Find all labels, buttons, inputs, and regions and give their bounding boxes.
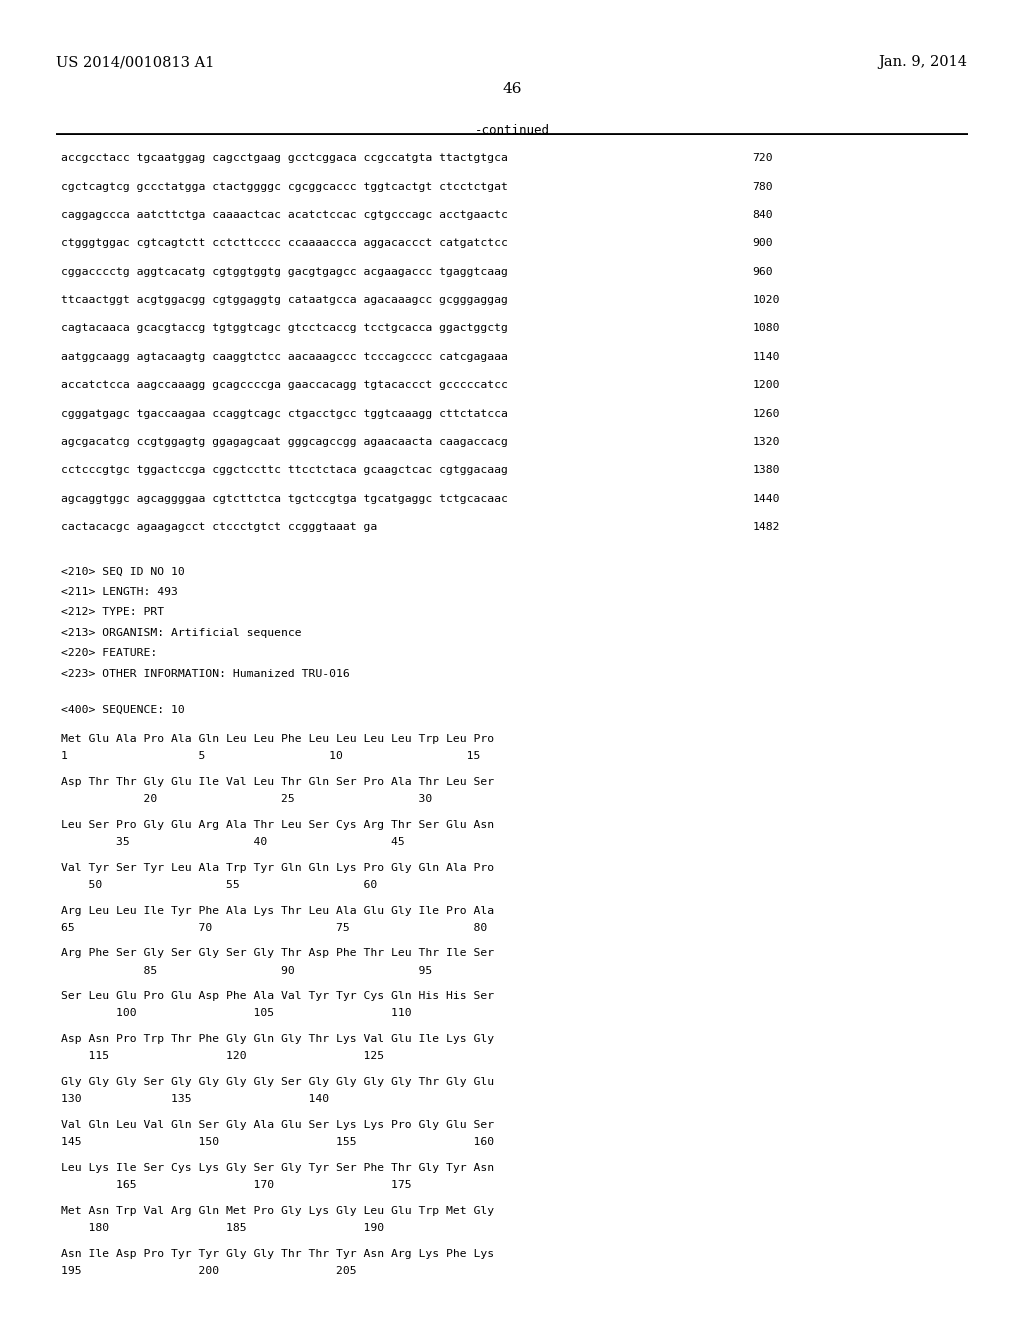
Text: Asn Ile Asp Pro Tyr Tyr Gly Gly Thr Thr Tyr Asn Arg Lys Phe Lys: Asn Ile Asp Pro Tyr Tyr Gly Gly Thr Thr … (61, 1249, 495, 1259)
Text: cgggatgagc tgaccaagaa ccaggtcagc ctgacctgcc tggtcaaagg cttctatcca: cgggatgagc tgaccaagaa ccaggtcagc ctgacct… (61, 409, 508, 418)
Text: 1260: 1260 (753, 409, 780, 418)
Text: accatctcca aagccaaagg gcagccccga gaaccacagg tgtacaccct gcccccatcc: accatctcca aagccaaagg gcagccccga gaaccac… (61, 380, 508, 391)
Text: Met Asn Trp Val Arg Gln Met Pro Gly Lys Gly Leu Glu Trp Met Gly: Met Asn Trp Val Arg Gln Met Pro Gly Lys … (61, 1206, 495, 1216)
Text: cctcccgtgc tggactccga cggctccttc ttcctctaca gcaagctcac cgtggacaag: cctcccgtgc tggactccga cggctccttc ttcctct… (61, 466, 508, 475)
Text: <213> ORGANISM: Artificial sequence: <213> ORGANISM: Artificial sequence (61, 628, 302, 638)
Text: <400> SEQUENCE: 10: <400> SEQUENCE: 10 (61, 705, 185, 715)
Text: 1380: 1380 (753, 466, 780, 475)
Text: 180                 185                 190: 180 185 190 (61, 1222, 385, 1233)
Text: 100                 105                 110: 100 105 110 (61, 1008, 412, 1019)
Text: Jan. 9, 2014: Jan. 9, 2014 (879, 55, 968, 70)
Text: Gly Gly Gly Ser Gly Gly Gly Gly Ser Gly Gly Gly Gly Thr Gly Glu: Gly Gly Gly Ser Gly Gly Gly Gly Ser Gly … (61, 1077, 495, 1088)
Text: <223> OTHER INFORMATION: Humanized TRU-016: <223> OTHER INFORMATION: Humanized TRU-0… (61, 668, 350, 678)
Text: 1020: 1020 (753, 296, 780, 305)
Text: ctgggtggac cgtcagtctt cctcttcccc ccaaaaccca aggacaccct catgatctcc: ctgggtggac cgtcagtctt cctcttcccc ccaaaac… (61, 238, 508, 248)
Text: Leu Lys Ile Ser Cys Lys Gly Ser Gly Tyr Ser Phe Thr Gly Tyr Asn: Leu Lys Ile Ser Cys Lys Gly Ser Gly Tyr … (61, 1163, 495, 1173)
Text: 46: 46 (502, 82, 522, 96)
Text: 130             135                 140: 130 135 140 (61, 1094, 330, 1105)
Text: Ser Leu Glu Pro Glu Asp Phe Ala Val Tyr Tyr Cys Gln His His Ser: Ser Leu Glu Pro Glu Asp Phe Ala Val Tyr … (61, 991, 495, 1002)
Text: 1320: 1320 (753, 437, 780, 447)
Text: 35                  40                  45: 35 40 45 (61, 837, 406, 847)
Text: cactacacgc agaagagcct ctccctgtct ccgggtaaat ga: cactacacgc agaagagcct ctccctgtct ccgggta… (61, 521, 378, 532)
Text: agcgacatcg ccgtggagtg ggagagcaat gggcagccgg agaacaacta caagaccacg: agcgacatcg ccgtggagtg ggagagcaat gggcagc… (61, 437, 508, 447)
Text: 1140: 1140 (753, 351, 780, 362)
Text: 20                  25                  30: 20 25 30 (61, 795, 433, 804)
Text: Met Glu Ala Pro Ala Gln Leu Leu Phe Leu Leu Leu Leu Trp Leu Pro: Met Glu Ala Pro Ala Gln Leu Leu Phe Leu … (61, 734, 495, 744)
Text: 960: 960 (753, 267, 773, 277)
Text: Leu Ser Pro Gly Glu Arg Ala Thr Leu Ser Cys Arg Thr Ser Glu Asn: Leu Ser Pro Gly Glu Arg Ala Thr Leu Ser … (61, 820, 495, 830)
Text: 115                 120                 125: 115 120 125 (61, 1051, 385, 1061)
Text: <210> SEQ ID NO 10: <210> SEQ ID NO 10 (61, 566, 185, 577)
Text: Asp Thr Thr Gly Glu Ile Val Leu Thr Gln Ser Pro Ala Thr Leu Ser: Asp Thr Thr Gly Glu Ile Val Leu Thr Gln … (61, 776, 495, 787)
Text: 165                 170                 175: 165 170 175 (61, 1180, 412, 1191)
Text: cggacccctg aggtcacatg cgtggtggtg gacgtgagcc acgaagaccc tgaggtcaag: cggacccctg aggtcacatg cgtggtggtg gacgtga… (61, 267, 508, 277)
Text: US 2014/0010813 A1: US 2014/0010813 A1 (56, 55, 215, 70)
Text: 900: 900 (753, 238, 773, 248)
Text: 1482: 1482 (753, 521, 780, 532)
Text: Arg Phe Ser Gly Ser Gly Ser Gly Thr Asp Phe Thr Leu Thr Ile Ser: Arg Phe Ser Gly Ser Gly Ser Gly Thr Asp … (61, 948, 495, 958)
Text: 195                 200                 205: 195 200 205 (61, 1266, 357, 1276)
Text: <211> LENGTH: 493: <211> LENGTH: 493 (61, 586, 178, 597)
Text: 1                   5                  10                  15: 1 5 10 15 (61, 751, 481, 762)
Text: aatggcaagg agtacaagtg caaggtctcc aacaaagccc tcccagcccc catcgagaaa: aatggcaagg agtacaagtg caaggtctcc aacaaag… (61, 351, 508, 362)
Text: caggagccca aatcttctga caaaactcac acatctccac cgtgcccagc acctgaactc: caggagccca aatcttctga caaaactcac acatctc… (61, 210, 508, 220)
Text: Arg Leu Leu Ile Tyr Phe Ala Lys Thr Leu Ala Glu Gly Ile Pro Ala: Arg Leu Leu Ile Tyr Phe Ala Lys Thr Leu … (61, 906, 495, 916)
Text: 50                  55                  60: 50 55 60 (61, 879, 378, 890)
Text: 1440: 1440 (753, 494, 780, 504)
Text: -continued: -continued (474, 124, 550, 137)
Text: 780: 780 (753, 181, 773, 191)
Text: accgcctacc tgcaatggag cagcctgaag gcctcggaca ccgccatgta ttactgtgca: accgcctacc tgcaatggag cagcctgaag gcctcgg… (61, 153, 508, 164)
Text: cgctcagtcg gccctatgga ctactggggc cgcggcaccc tggtcactgt ctcctctgat: cgctcagtcg gccctatgga ctactggggc cgcggca… (61, 181, 508, 191)
Text: 145                 150                 155                 160: 145 150 155 160 (61, 1137, 495, 1147)
Text: <220> FEATURE:: <220> FEATURE: (61, 648, 158, 659)
Text: cagtacaaca gcacgtaccg tgtggtcagc gtcctcaccg tcctgcacca ggactggctg: cagtacaaca gcacgtaccg tgtggtcagc gtcctca… (61, 323, 508, 334)
Text: 720: 720 (753, 153, 773, 164)
Text: Val Gln Leu Val Gln Ser Gly Ala Glu Ser Lys Lys Pro Gly Glu Ser: Val Gln Leu Val Gln Ser Gly Ala Glu Ser … (61, 1119, 495, 1130)
Text: Asp Asn Pro Trp Thr Phe Gly Gln Gly Thr Lys Val Glu Ile Lys Gly: Asp Asn Pro Trp Thr Phe Gly Gln Gly Thr … (61, 1035, 495, 1044)
Text: agcaggtggc agcaggggaa cgtcttctca tgctccgtga tgcatgaggc tctgcacaac: agcaggtggc agcaggggaa cgtcttctca tgctccg… (61, 494, 508, 504)
Text: 65                  70                  75                  80: 65 70 75 80 (61, 923, 487, 933)
Text: 1080: 1080 (753, 323, 780, 334)
Text: Val Tyr Ser Tyr Leu Ala Trp Tyr Gln Gln Lys Pro Gly Gln Ala Pro: Val Tyr Ser Tyr Leu Ala Trp Tyr Gln Gln … (61, 863, 495, 873)
Text: 840: 840 (753, 210, 773, 220)
Text: 1200: 1200 (753, 380, 780, 391)
Text: 85                  90                  95: 85 90 95 (61, 965, 433, 975)
Text: <212> TYPE: PRT: <212> TYPE: PRT (61, 607, 165, 618)
Text: ttcaactggt acgtggacgg cgtggaggtg cataatgcca agacaaagcc gcgggaggag: ttcaactggt acgtggacgg cgtggaggtg cataatg… (61, 296, 508, 305)
